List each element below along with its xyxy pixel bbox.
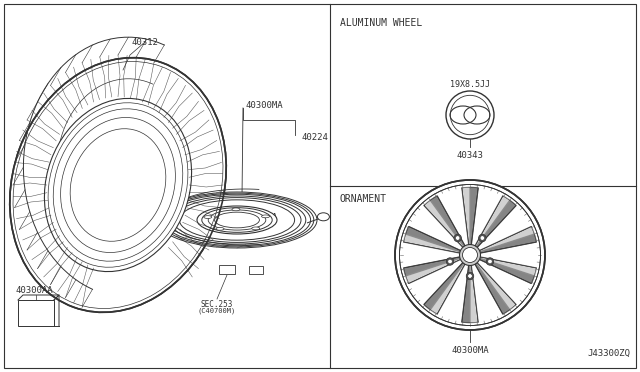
Ellipse shape [208, 210, 266, 230]
Text: ALUMINUM WHEEL: ALUMINUM WHEEL [340, 18, 422, 28]
Ellipse shape [70, 129, 166, 241]
Polygon shape [475, 196, 509, 247]
Polygon shape [462, 266, 478, 323]
Ellipse shape [44, 99, 191, 272]
Text: 40300MA: 40300MA [451, 346, 489, 355]
Ellipse shape [160, 193, 314, 247]
Ellipse shape [173, 198, 301, 243]
Polygon shape [406, 258, 460, 283]
Text: J43300ZQ: J43300ZQ [587, 349, 630, 358]
Ellipse shape [48, 103, 188, 267]
Ellipse shape [216, 227, 224, 230]
Polygon shape [479, 257, 536, 283]
Polygon shape [424, 263, 465, 314]
Ellipse shape [468, 274, 472, 278]
Polygon shape [424, 196, 465, 247]
Circle shape [403, 187, 538, 323]
Ellipse shape [179, 200, 294, 240]
Text: 40312: 40312 [132, 38, 159, 47]
Ellipse shape [463, 247, 477, 263]
Polygon shape [404, 257, 460, 283]
Ellipse shape [197, 206, 277, 234]
Ellipse shape [204, 216, 212, 218]
Polygon shape [475, 263, 516, 314]
Polygon shape [462, 187, 478, 244]
Text: 40300MA: 40300MA [245, 100, 283, 109]
Text: (C40700M): (C40700M) [198, 308, 236, 314]
Polygon shape [462, 187, 470, 244]
Text: SEC.253: SEC.253 [201, 300, 233, 309]
Polygon shape [480, 257, 536, 276]
Ellipse shape [317, 213, 330, 221]
Bar [18, 300, 54, 326]
Ellipse shape [232, 208, 240, 211]
Bar [219, 265, 235, 274]
Ellipse shape [446, 91, 494, 139]
Ellipse shape [262, 215, 269, 218]
Ellipse shape [202, 208, 272, 232]
Ellipse shape [456, 236, 460, 240]
Polygon shape [475, 263, 509, 314]
Polygon shape [404, 234, 460, 253]
Polygon shape [462, 266, 470, 323]
Text: 40224: 40224 [302, 134, 329, 142]
Ellipse shape [395, 180, 545, 330]
Text: 40300AA: 40300AA [16, 286, 54, 295]
Polygon shape [479, 258, 534, 283]
Ellipse shape [448, 259, 452, 264]
Polygon shape [424, 201, 464, 247]
Polygon shape [404, 227, 460, 253]
Ellipse shape [10, 58, 226, 312]
Polygon shape [480, 234, 536, 253]
Text: 19X8.5JJ: 19X8.5JJ [450, 80, 490, 89]
Polygon shape [470, 266, 478, 323]
Ellipse shape [467, 272, 474, 280]
Ellipse shape [486, 258, 493, 265]
Polygon shape [404, 257, 460, 276]
Ellipse shape [399, 185, 541, 326]
Ellipse shape [488, 259, 492, 264]
Ellipse shape [454, 234, 461, 242]
Polygon shape [479, 227, 536, 253]
Ellipse shape [252, 227, 260, 230]
Ellipse shape [446, 258, 454, 265]
Polygon shape [424, 263, 464, 310]
Text: ORNAMENT: ORNAMENT [340, 194, 387, 204]
Polygon shape [479, 227, 534, 252]
Ellipse shape [61, 118, 175, 253]
Ellipse shape [460, 244, 481, 266]
Ellipse shape [163, 194, 310, 246]
Polygon shape [470, 187, 478, 244]
Polygon shape [430, 196, 465, 247]
Polygon shape [430, 263, 465, 314]
Polygon shape [475, 196, 516, 247]
Ellipse shape [214, 212, 259, 228]
Polygon shape [406, 227, 460, 252]
Ellipse shape [168, 196, 306, 244]
Bar [249, 266, 263, 274]
Polygon shape [476, 201, 516, 247]
Ellipse shape [480, 236, 484, 240]
Ellipse shape [53, 109, 183, 261]
Text: 40343: 40343 [456, 151, 483, 160]
Ellipse shape [451, 95, 490, 135]
Ellipse shape [157, 192, 317, 248]
Polygon shape [476, 263, 516, 310]
Ellipse shape [479, 234, 486, 242]
Text: 40300A: 40300A [245, 214, 277, 222]
